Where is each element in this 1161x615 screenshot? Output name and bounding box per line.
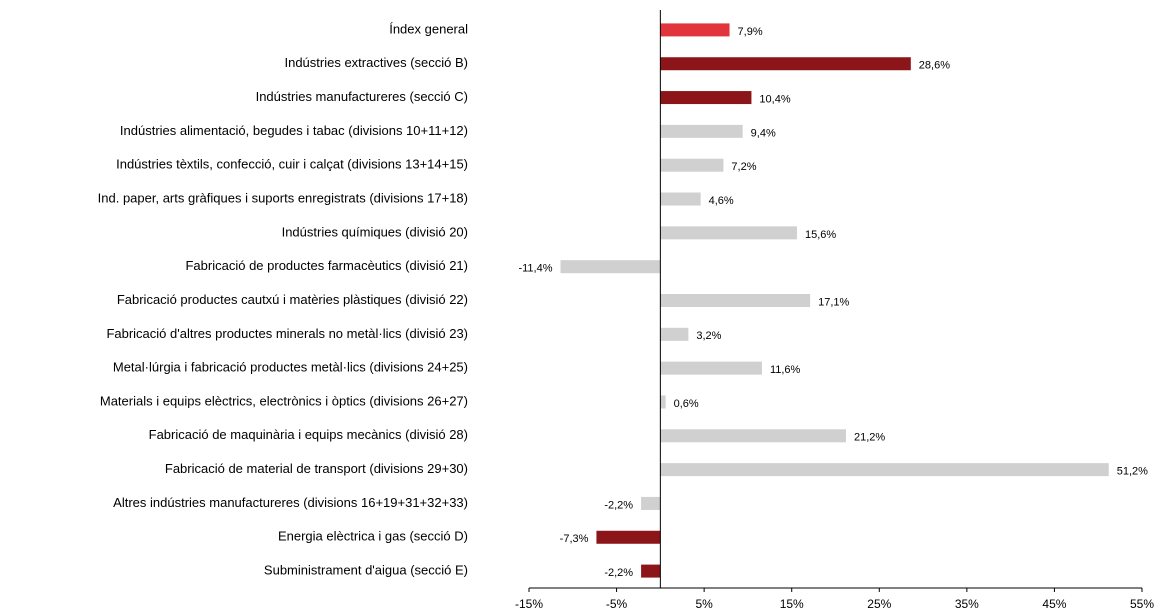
value-label: 10,4%: [759, 93, 790, 105]
value-label: 7,9%: [738, 26, 763, 38]
value-label: 21,2%: [854, 432, 885, 444]
value-label: -11,4%: [518, 263, 552, 275]
x-tick-label: 35%: [955, 597, 979, 610]
value-label: -2,2%: [604, 567, 633, 579]
y-tick-label: Indústries alimentació, begudes i tabac …: [120, 123, 468, 138]
y-tick-label: Metal·lúrgia i fabricació productes metà…: [113, 360, 468, 375]
y-tick-label: Energia elèctrica i gas (secció D): [278, 529, 468, 544]
bar: [660, 463, 1109, 477]
y-tick-label: Subministrament d'aigua (secció E): [264, 563, 468, 578]
y-tick-label: Altres indústries manufactureres (divisi…: [113, 495, 468, 510]
bar: [660, 124, 743, 138]
x-tick-label: 45%: [1042, 597, 1066, 610]
value-label: 17,1%: [818, 296, 849, 308]
value-label: 11,6%: [770, 364, 801, 376]
y-tick-label: Indústries químiques (divisió 20): [282, 224, 468, 239]
y-tick-label: Fabricació d'altres productes minerals n…: [106, 326, 468, 341]
bar: [660, 395, 666, 409]
y-tick-label: Índex general: [389, 21, 468, 36]
bar: [660, 327, 689, 341]
x-tick-label: 55%: [1130, 597, 1154, 610]
y-tick-label: Indústries manufactureres (secció C): [256, 89, 468, 104]
value-label: 4,6%: [709, 195, 734, 207]
value-label: 7,2%: [731, 161, 756, 173]
bar: [660, 158, 724, 172]
y-tick-label: Ind. paper, arts gràfiques i suports enr…: [98, 190, 468, 205]
x-tick-label: -5%: [606, 597, 628, 610]
value-label: 15,6%: [805, 229, 836, 241]
y-tick-label: Indústries tèxtils, confecció, cuir i ca…: [116, 157, 468, 172]
value-label: 3,2%: [696, 330, 721, 342]
x-tick-label: 5%: [695, 597, 713, 610]
y-tick-label: Fabricació productes cautxú i matèries p…: [117, 292, 468, 307]
value-label: 28,6%: [919, 60, 950, 72]
bar: [641, 564, 661, 578]
x-tick-label: 15%: [780, 597, 804, 610]
bar: [660, 57, 911, 71]
value-label: -2,2%: [604, 499, 633, 511]
y-tick-label: Fabricació de maquinària i equips mecàni…: [149, 427, 468, 442]
bar: [660, 192, 701, 206]
value-label: 0,6%: [674, 398, 699, 410]
value-label: 9,4%: [751, 127, 776, 139]
value-label: 51,2%: [1117, 466, 1148, 478]
bar: [660, 23, 730, 37]
bar: [660, 91, 752, 105]
x-tick-label: 25%: [867, 597, 891, 610]
bar: [660, 226, 797, 240]
value-label: -7,3%: [560, 533, 589, 545]
y-tick-label: Fabricació de material de transport (div…: [165, 461, 468, 476]
bar: [596, 530, 661, 544]
bar: [660, 361, 762, 375]
y-tick-label: Indústries extractives (secció B): [284, 55, 468, 70]
x-tick-label: -15%: [515, 597, 543, 610]
bar: [660, 429, 847, 443]
bar: [641, 496, 661, 510]
y-tick-label: Materials i equips elèctrics, electrònic…: [100, 393, 468, 408]
bar: [560, 260, 661, 274]
bar: [660, 294, 811, 307]
y-tick-label: Fabricació de productes farmacèutics (di…: [185, 258, 468, 273]
